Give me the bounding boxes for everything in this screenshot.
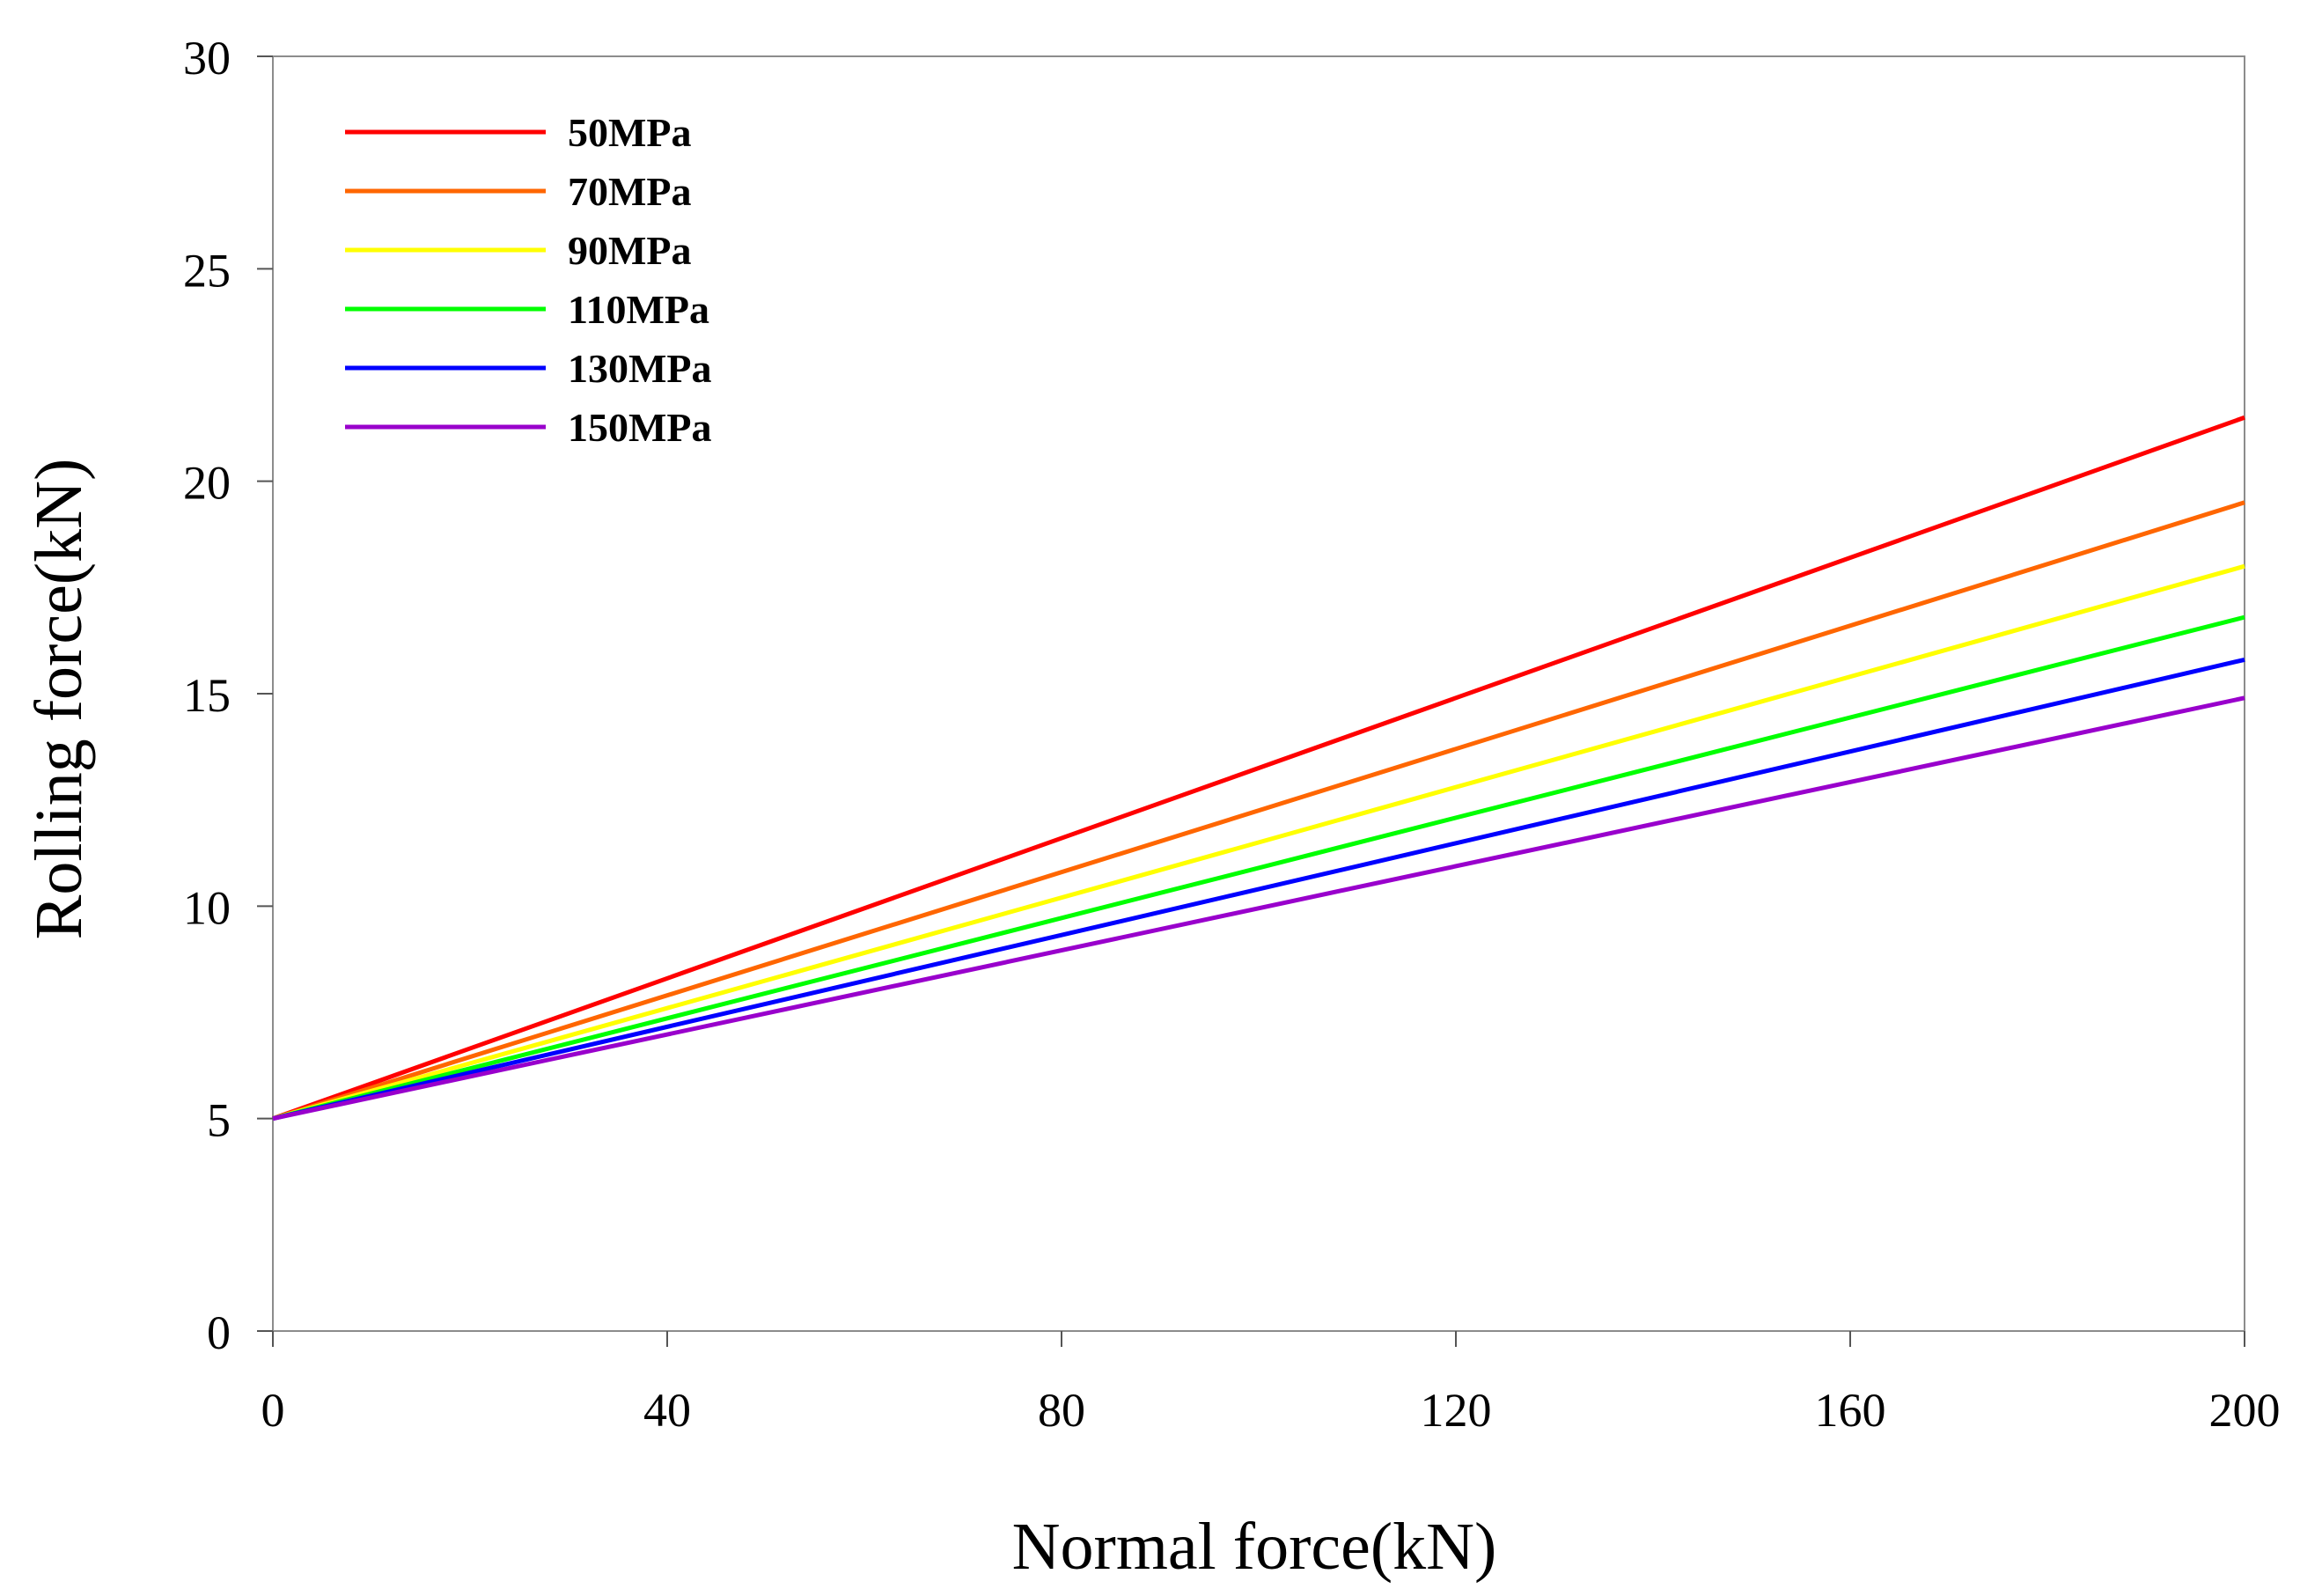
x-tick-label: 120 [1421, 1384, 1492, 1437]
series-line-150MPa [272, 695, 2245, 1122]
legend-label: 150MPa [568, 405, 712, 450]
legend-label: 70MPa [568, 169, 692, 214]
legend: 50MPa 70MPa 90MPa 110MPa 130MPa 150MPa [345, 110, 712, 450]
y-tick-label: 10 [183, 881, 231, 934]
series-line-130MPa [272, 657, 2245, 1122]
x-tick-label: 0 [261, 1384, 285, 1437]
legend-label: 90MPa [568, 228, 692, 273]
y-axis-label: Rolling force(kN) [22, 459, 96, 940]
y-tick-label: 0 [207, 1306, 231, 1359]
legend-label: 130MPa [568, 346, 712, 391]
legend-label: 110MPa [568, 287, 709, 332]
series-line-70MPa [272, 500, 2245, 1122]
series-layer [272, 415, 2245, 1122]
x-tick-label: 200 [2209, 1384, 2281, 1437]
series-line-110MPa [272, 614, 2245, 1122]
y-tick-label: 15 [183, 669, 231, 722]
series-line-90MPa [272, 563, 2245, 1122]
y-tick-label: 5 [207, 1094, 231, 1147]
y-tick-label: 20 [183, 457, 231, 510]
y-tick-label: 30 [183, 32, 231, 85]
x-tick-label: 160 [1815, 1384, 1886, 1437]
x-tick-label: 40 [643, 1384, 691, 1437]
y-tick-label: 25 [183, 244, 231, 297]
series-line-50MPa [272, 415, 2245, 1122]
legend-label: 50MPa [568, 110, 692, 155]
axes-layer: 0 40 80 120 160 200 0 5 10 15 20 25 30 [183, 32, 2281, 1437]
x-axis-label: Normal force(kN) [1012, 1510, 1497, 1584]
x-tick-label: 80 [1038, 1384, 1085, 1437]
